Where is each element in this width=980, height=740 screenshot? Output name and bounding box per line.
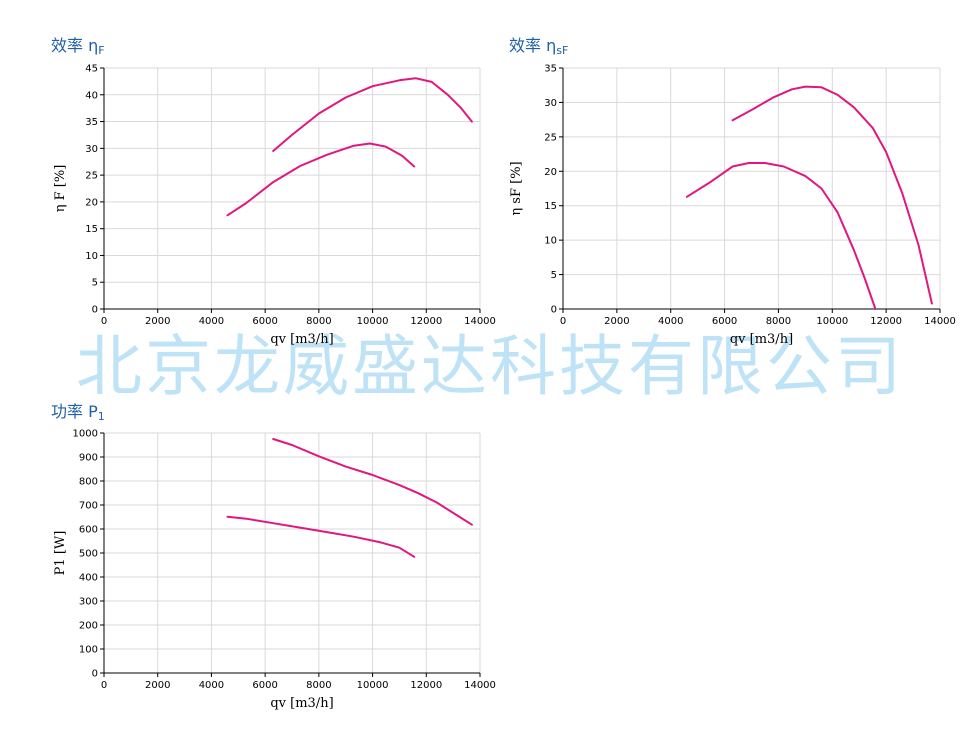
chart-title-main: 效率 η xyxy=(51,36,99,55)
series-line-2 xyxy=(685,162,877,310)
y-tick-label: 30 xyxy=(544,98,557,109)
y-tick-label: 900 xyxy=(79,453,98,464)
y-tick-label: 30 xyxy=(85,144,98,155)
x-tick-label: 4000 xyxy=(199,316,224,327)
y-tick-label: 25 xyxy=(85,171,98,182)
series-line-1 xyxy=(272,438,473,526)
series-line-2 xyxy=(226,142,416,217)
x-tick-label: 0 xyxy=(101,680,107,691)
y-tick-label: 40 xyxy=(85,90,98,101)
y-tick-label: 20 xyxy=(544,167,557,178)
chart-title-main: 功率 P xyxy=(51,402,98,421)
y-tick-label: 300 xyxy=(79,597,98,608)
x-tick-label: 0 xyxy=(560,316,566,327)
chart-title-sub: 1 xyxy=(97,410,105,423)
x-tick-label: 2000 xyxy=(145,680,170,691)
x-tick-label: 2000 xyxy=(145,316,170,327)
y-tick-label: 700 xyxy=(79,501,98,512)
y-axis-label: η sF [%] xyxy=(509,161,524,215)
x-tick-label: 8000 xyxy=(306,316,331,327)
chart-title-p1: 功率 P1 xyxy=(51,398,105,423)
y-tick-label: 1000 xyxy=(73,429,98,440)
y-tick-label: 20 xyxy=(85,197,98,208)
y-tick-label: 400 xyxy=(79,573,98,584)
x-tick-label: 6000 xyxy=(252,680,277,691)
y-tick-label: 35 xyxy=(85,117,98,128)
x-tick-label: 10000 xyxy=(357,680,389,691)
y-tick-label: 600 xyxy=(79,525,98,536)
series-line-2 xyxy=(226,515,416,558)
y-tick-label: 0 xyxy=(551,305,557,316)
y-tick-label: 25 xyxy=(544,132,557,143)
x-tick-label: 2000 xyxy=(604,316,629,327)
x-tick-label: 10000 xyxy=(357,316,389,327)
x-tick-label: 12000 xyxy=(870,316,902,327)
x-axis-label: qv [m3/h] xyxy=(730,332,793,347)
x-tick-label: 8000 xyxy=(306,680,331,691)
x-tick-label: 12000 xyxy=(410,680,442,691)
chart-title-sub: sF xyxy=(556,44,569,57)
chart-title-eta-sf: 效率 ηsF xyxy=(509,32,568,57)
y-axis-label: η F [%] xyxy=(53,165,68,213)
x-axis-label: qv [m3/h] xyxy=(270,332,333,347)
series-line-1 xyxy=(731,85,933,305)
y-tick-label: 10 xyxy=(544,236,557,247)
x-tick-label: 10000 xyxy=(816,316,848,327)
y-axis-label: P1 [W] xyxy=(53,531,68,576)
y-tick-label: 5 xyxy=(551,270,557,281)
x-tick-label: 4000 xyxy=(658,316,683,327)
x-tick-label: 4000 xyxy=(199,680,224,691)
y-tick-label: 800 xyxy=(79,477,98,488)
x-axis-label: qv [m3/h] xyxy=(270,696,333,711)
y-tick-label: 0 xyxy=(92,305,98,316)
y-tick-label: 100 xyxy=(79,645,98,656)
x-tick-label: 6000 xyxy=(712,316,737,327)
y-tick-label: 0 xyxy=(92,669,98,680)
y-tick-label: 5 xyxy=(92,278,98,289)
x-tick-label: 14000 xyxy=(464,680,496,691)
y-tick-label: 10 xyxy=(85,251,98,262)
chart-title-main: 效率 η xyxy=(509,36,557,55)
x-tick-label: 6000 xyxy=(252,316,277,327)
y-tick-label: 15 xyxy=(85,224,98,235)
y-tick-label: 500 xyxy=(79,549,98,560)
x-tick-label: 14000 xyxy=(924,316,956,327)
y-tick-label: 35 xyxy=(544,64,557,75)
chart-title-sub: F xyxy=(98,44,105,57)
x-tick-label: 8000 xyxy=(766,316,791,327)
y-tick-label: 15 xyxy=(544,201,557,212)
chart-title-eta-f: 效率 ηF xyxy=(51,32,105,57)
y-tick-label: 45 xyxy=(85,64,98,75)
series-line-1 xyxy=(272,77,473,152)
y-tick-label: 200 xyxy=(79,621,98,632)
x-tick-label: 0 xyxy=(101,316,107,327)
x-tick-label: 14000 xyxy=(464,316,496,327)
x-tick-label: 12000 xyxy=(410,316,442,327)
